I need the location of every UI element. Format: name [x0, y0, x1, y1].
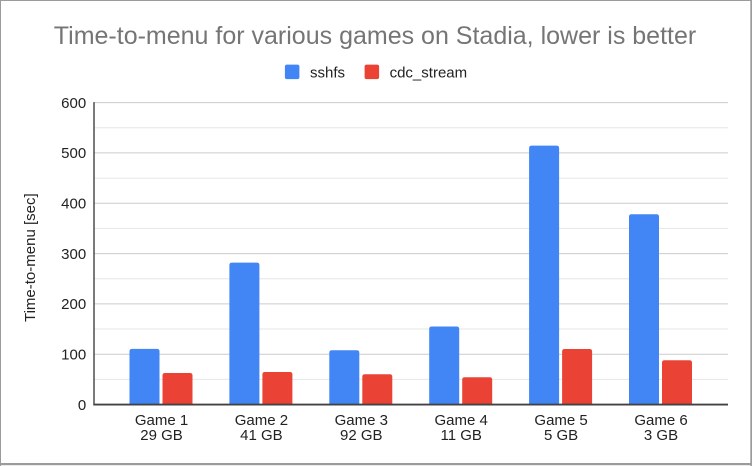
- svg-text:41 GB: 41 GB: [240, 427, 283, 444]
- svg-text:sshfs: sshfs: [310, 64, 345, 81]
- svg-text:300: 300: [61, 246, 86, 263]
- svg-text:Game 3: Game 3: [335, 412, 388, 429]
- svg-text:Time-to-menu for various games: Time-to-menu for various games on Stadia…: [54, 22, 696, 50]
- svg-text:0: 0: [78, 397, 86, 414]
- svg-text:11 GB: 11 GB: [440, 427, 481, 444]
- svg-text:Time-to-menu [sec]: Time-to-menu [sec]: [22, 193, 39, 322]
- svg-text:400: 400: [61, 195, 86, 212]
- svg-text:Game 2: Game 2: [235, 412, 288, 429]
- svg-text:600: 600: [61, 95, 86, 112]
- svg-text:92 GB: 92 GB: [340, 427, 383, 444]
- svg-text:cdc_stream: cdc_stream: [390, 64, 468, 81]
- svg-text:3 GB: 3 GB: [644, 427, 678, 444]
- svg-text:Game 1: Game 1: [135, 412, 188, 429]
- svg-text:200: 200: [61, 296, 86, 313]
- svg-text:Game 6: Game 6: [634, 412, 687, 429]
- svg-text:Game 4: Game 4: [435, 412, 488, 429]
- svg-text:5 GB: 5 GB: [544, 427, 578, 444]
- svg-text:Game 5: Game 5: [534, 412, 587, 429]
- svg-text:29 GB: 29 GB: [140, 427, 183, 444]
- svg-text:100: 100: [61, 346, 86, 363]
- svg-text:500: 500: [61, 145, 86, 162]
